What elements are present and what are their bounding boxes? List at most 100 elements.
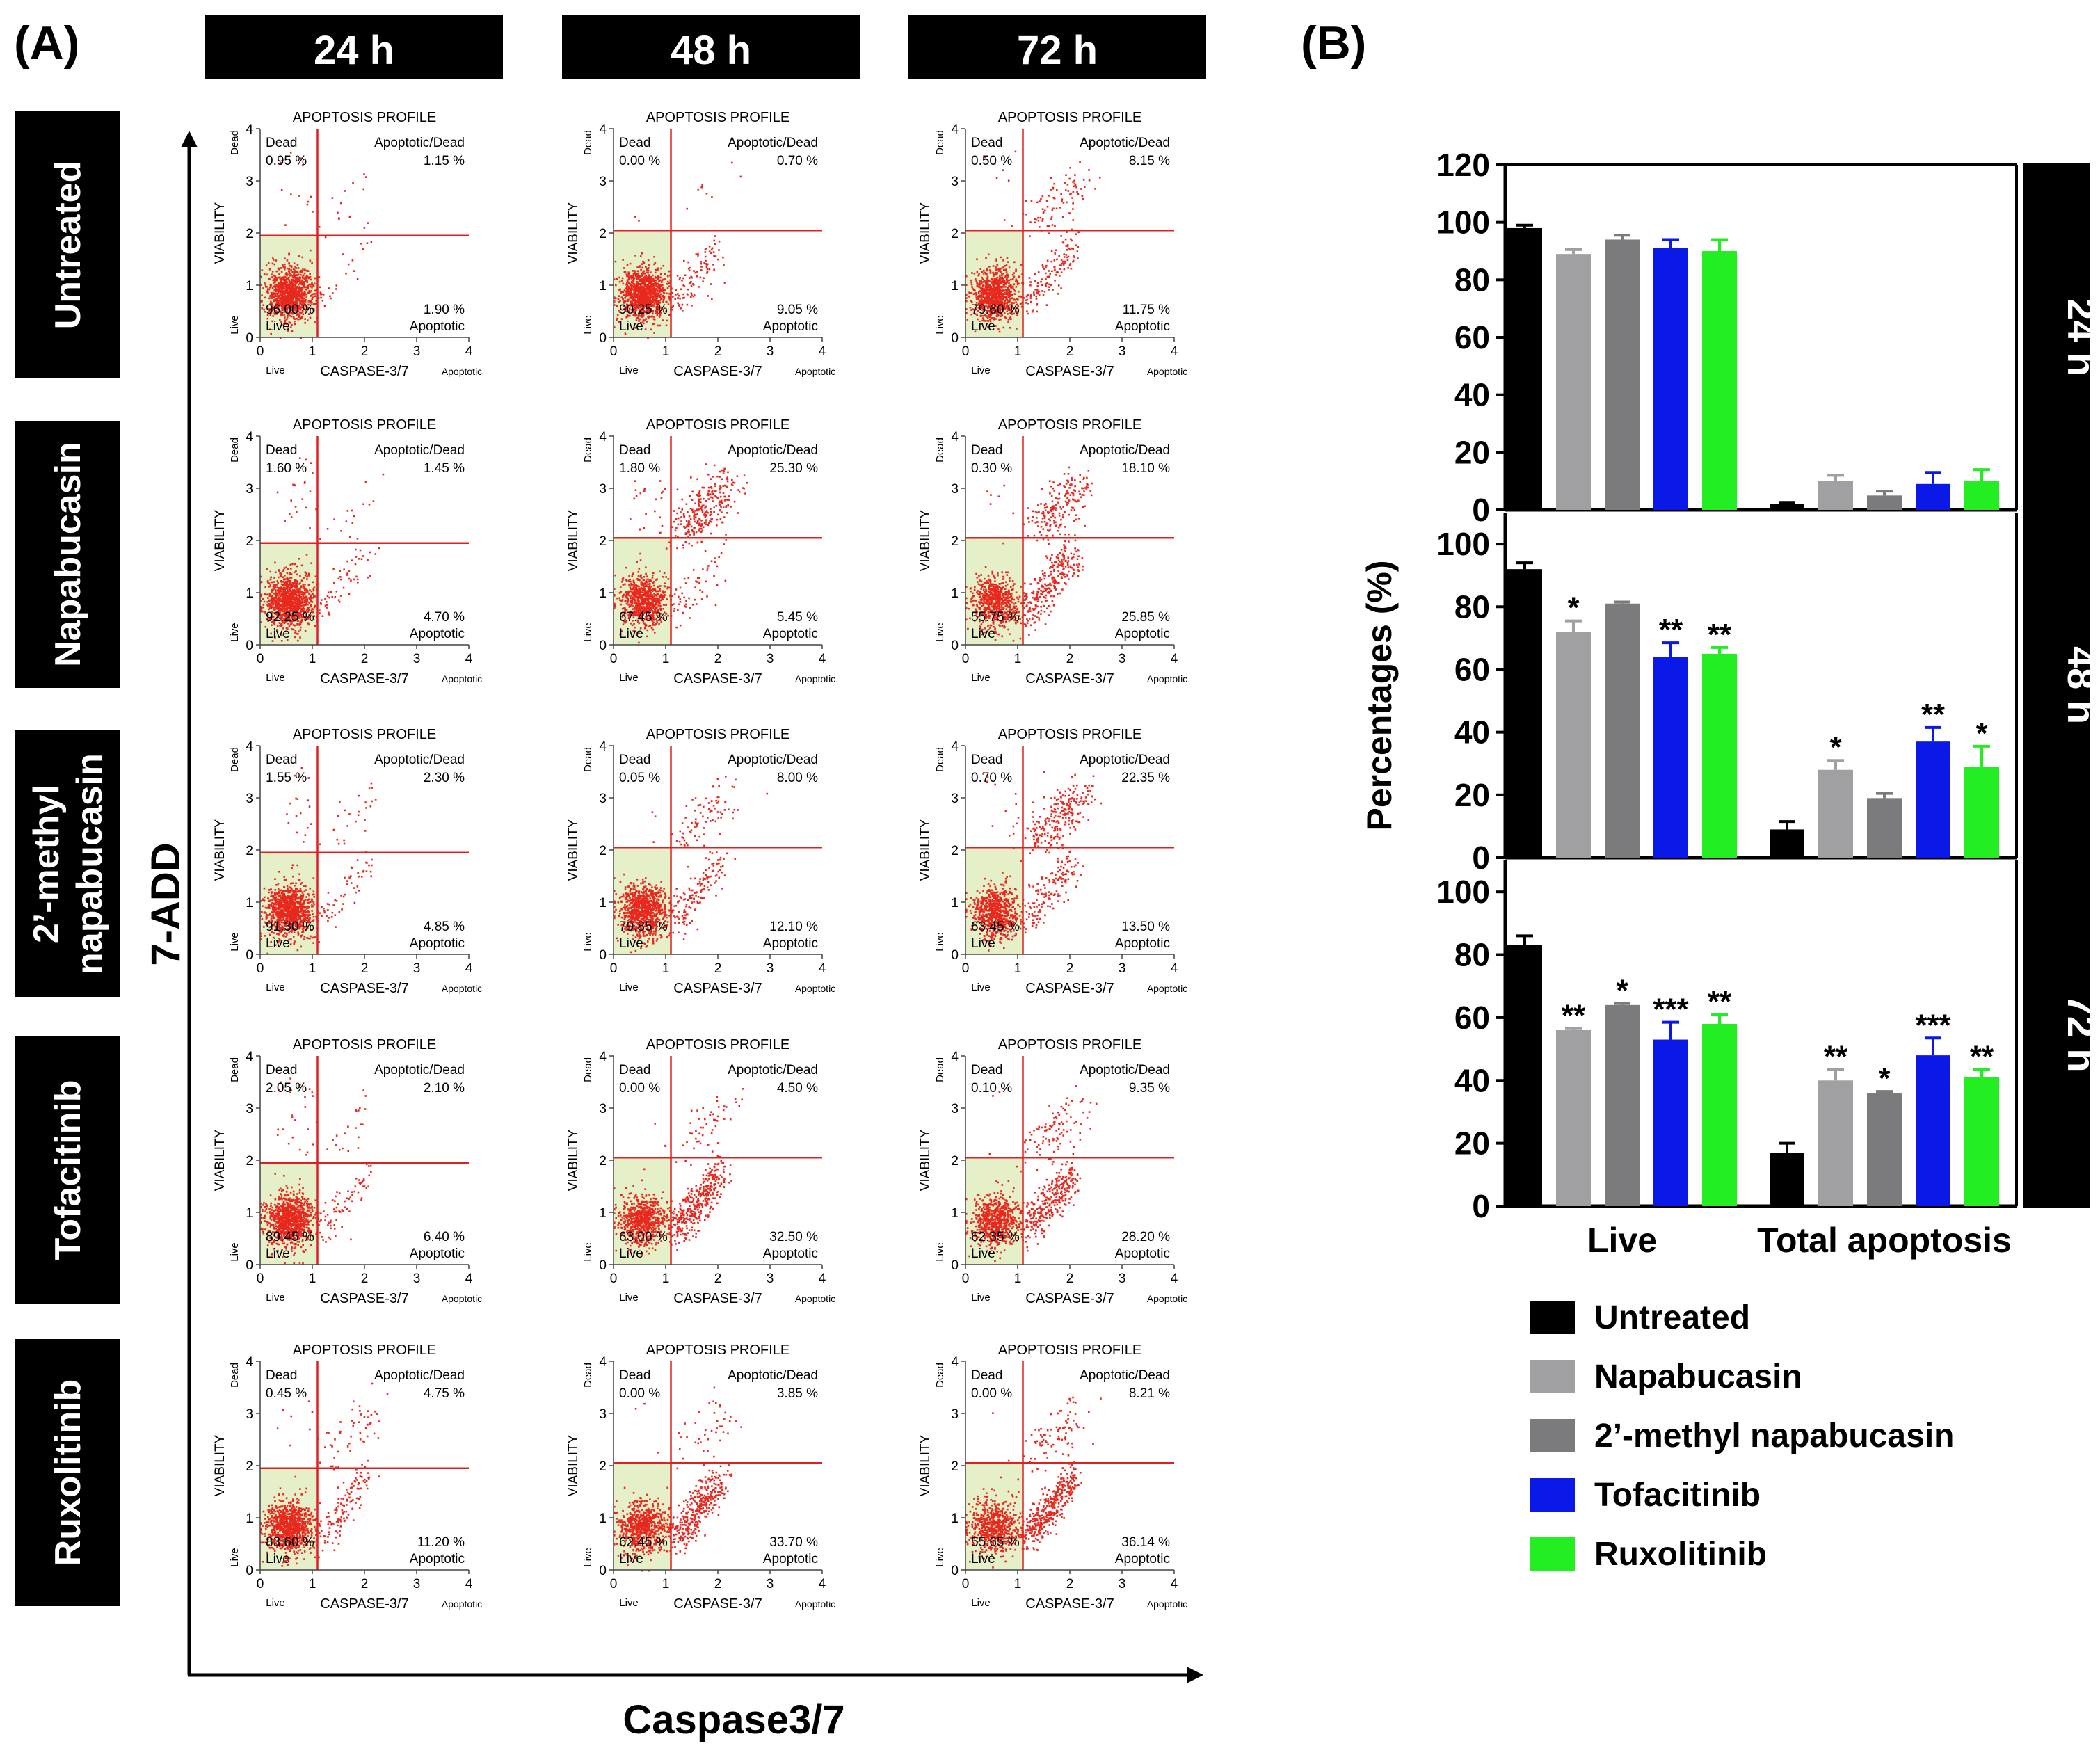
event-dot-1069 (320, 293, 322, 295)
event-dot-971 (284, 296, 287, 298)
x-tick-label: 1 (309, 344, 316, 359)
event-dot-560 (314, 321, 316, 323)
event-dot-1091 (298, 195, 300, 197)
event-dot-643 (639, 266, 641, 268)
event-dot-978 (281, 282, 283, 284)
event-dot-857 (643, 297, 645, 299)
event-dot-523 (618, 277, 620, 279)
event-dot-975 (645, 328, 647, 330)
event-dot-980 (626, 275, 628, 278)
event-dot-1037 (269, 284, 271, 286)
event-dot-498 (643, 262, 645, 264)
event-dot-534 (286, 281, 288, 283)
event-dot-1072 (332, 292, 334, 294)
event-dot-873 (623, 294, 625, 296)
x-tick-label: 0 (257, 344, 264, 359)
event-dot-205 (311, 282, 313, 284)
event-dot-521 (312, 296, 314, 298)
event-dot-1040 (271, 296, 273, 298)
event-dot-709 (643, 273, 646, 275)
panel-a-x-arrowhead (1187, 1667, 1203, 1683)
event-dot-912 (647, 299, 649, 301)
event-dot-414 (297, 264, 299, 266)
event-dot-837 (294, 266, 296, 268)
event-dot-1100 (312, 211, 314, 213)
event-dot-1071 (352, 259, 354, 262)
figure: (A) (B) 24 h 48 h 72 h UntreatedNapabucasi… (0, 0, 2100, 1748)
column-header-1: 48 h (671, 28, 751, 73)
event-dot-1076 (371, 241, 373, 243)
event-dot-973 (636, 281, 638, 283)
event-dot-128 (310, 259, 312, 262)
event-dot-901 (295, 277, 297, 279)
event-dot-322 (282, 264, 284, 266)
event-dot-992 (643, 293, 646, 295)
event-dot-905 (629, 297, 631, 299)
event-dot-1084 (363, 173, 365, 175)
event-dot-237 (268, 262, 270, 264)
event-dot-209 (262, 304, 264, 306)
event-dot-1099 (307, 201, 310, 203)
event-dot-988 (283, 276, 285, 278)
event-dot-1061 (348, 264, 350, 266)
event-dot-686 (647, 280, 649, 282)
event-dot-249 (660, 273, 662, 275)
event-dot-668 (625, 271, 627, 273)
event-dot-557 (667, 275, 669, 278)
event-dot-1042 (289, 275, 291, 277)
event-dot-1063 (328, 287, 330, 289)
event-dot-252 (667, 287, 669, 289)
event-dot-1041 (262, 287, 264, 289)
event-dot-1088 (319, 226, 321, 228)
row-header-3-line-0: Tofacitinib (48, 1080, 88, 1260)
flow-plot-title: APOPTOSIS PROFILE (293, 110, 436, 125)
event-dot-748 (274, 295, 276, 297)
event-dot-815 (639, 283, 641, 285)
event-dot-958 (280, 281, 282, 283)
event-dot-589 (641, 291, 643, 293)
event-dot-391 (661, 281, 663, 283)
event-dot-967 (623, 283, 625, 285)
event-dot-1093 (307, 204, 309, 206)
event-dot-985 (287, 294, 289, 296)
event-dot-1095 (290, 193, 292, 195)
event-dot-324 (622, 278, 624, 280)
event-dot-1058 (307, 288, 309, 290)
event-dot-549 (627, 273, 630, 275)
event-dot-891 (640, 296, 642, 298)
event-dot-969 (281, 294, 283, 296)
event-dot-412 (301, 257, 303, 259)
event-dot-553 (640, 255, 642, 257)
event-dot-237 (655, 277, 657, 279)
event-dot-55 (319, 287, 321, 289)
y-tick-label: 3 (246, 175, 253, 189)
event-dot-625 (299, 278, 301, 280)
event-dot-467 (645, 266, 647, 268)
event-dot-1018 (303, 284, 305, 287)
event-dot-262 (307, 319, 309, 321)
event-dot-729 (620, 291, 623, 294)
flow-plot-0-0: APOPTOSIS PROFILE0011223344DeadVIABILITY… (213, 110, 482, 379)
event-dot-922 (290, 296, 292, 298)
viability-label: VIABILITY (213, 202, 227, 264)
event-dot-974 (273, 289, 275, 291)
event-dot-335 (290, 326, 292, 328)
event-dot-972 (278, 295, 280, 297)
column-header-2: 72 h (1017, 28, 1098, 73)
event-dot-1075 (362, 248, 364, 250)
event-dot-951 (310, 291, 312, 293)
event-dot-899 (650, 279, 652, 281)
event-dot-937 (305, 279, 307, 281)
event-dot-894 (657, 267, 659, 269)
event-dot-46 (636, 266, 639, 268)
event-dot-978 (634, 284, 636, 287)
event-dot-667 (649, 294, 651, 296)
event-dot-745 (264, 273, 266, 275)
event-dot-988 (631, 285, 633, 287)
event-dot-830 (272, 263, 274, 265)
event-dot-248 (623, 291, 625, 293)
event-dot-557 (286, 272, 288, 274)
flow-plot-0-1: APOPTOSIS PROFILE0011223344DeadVIABILITY… (566, 110, 835, 379)
event-dot-964 (296, 281, 298, 283)
event-dot-399 (648, 274, 650, 276)
